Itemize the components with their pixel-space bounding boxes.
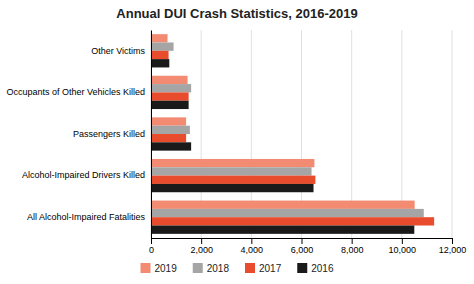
x-tick: 8,000 [341, 238, 364, 255]
y-tick-label: Alcohol-Impaired Drivers Killed [22, 170, 145, 180]
x-tick-label: 10,000 [389, 245, 417, 255]
y-axis: All Alcohol-Impaired Fatalities Alcohol-I… [6, 31, 151, 239]
bar [151, 126, 190, 134]
x-tick-mark [201, 238, 202, 244]
y-tick: Other Victims [91, 46, 151, 56]
legend-item: 2019 [141, 263, 178, 274]
bar [151, 51, 169, 59]
bars [151, 34, 434, 234]
legend-label: 2018 [207, 263, 230, 274]
x-tick: 12,000 [439, 238, 467, 255]
bar [151, 209, 424, 217]
x-tick: 6,000 [291, 238, 314, 255]
bar-series [151, 51, 434, 226]
bar [151, 226, 414, 234]
bar [151, 92, 189, 100]
x-tick: 4,000 [241, 238, 264, 255]
grid-line [452, 30, 453, 238]
x-tick-label: 4,000 [241, 245, 264, 255]
y-tick-label: Occupants of Other Vehicles Killed [6, 87, 145, 97]
bar [151, 101, 189, 109]
bar [151, 167, 312, 175]
bar-series [151, 59, 414, 234]
y-tick: Passengers Killed [73, 129, 151, 139]
legend-item: 2016 [297, 263, 334, 274]
bar [151, 84, 191, 92]
bar-series [151, 42, 424, 217]
x-tick-mark [402, 238, 403, 244]
grid-line [151, 30, 152, 238]
chart: Annual DUI Crash Statistics, 2016-201902… [0, 0, 474, 284]
bar [151, 134, 186, 142]
grid [151, 30, 452, 238]
y-axis-line [151, 31, 152, 239]
x-tick-mark [452, 238, 453, 244]
x-tick-label: 12,000 [439, 245, 467, 255]
bar-series [151, 34, 415, 209]
bar [151, 42, 174, 50]
bar [151, 76, 188, 84]
bar [151, 176, 315, 184]
legend-swatch [245, 263, 255, 273]
x-tick: 10,000 [389, 238, 417, 255]
y-tick-label: All Alcohol-Impaired Fatalities [27, 212, 146, 222]
x-tick-label: 6,000 [291, 245, 314, 255]
x-axis-line [152, 239, 453, 245]
bar [151, 142, 191, 150]
bar [151, 201, 415, 209]
x-tick: 0 [149, 238, 154, 255]
x-tick: 2,000 [190, 238, 213, 255]
bar [151, 34, 168, 42]
y-tick: All Alcohol-Impaired Fatalities [27, 212, 151, 222]
legend-label: 2016 [311, 263, 334, 274]
legend-label: 2017 [259, 263, 282, 274]
legend-swatch [141, 263, 151, 273]
x-tick-mark [251, 238, 252, 244]
bar [151, 59, 169, 67]
bar [151, 159, 314, 167]
y-tick-label: Passengers Killed [73, 129, 145, 139]
bar [151, 184, 314, 192]
y-tick-label: Other Victims [91, 46, 145, 56]
legend-swatch [193, 263, 203, 273]
legend-item: 2017 [245, 263, 282, 274]
x-tick-mark [151, 238, 152, 244]
x-tick-label: 2,000 [190, 245, 213, 255]
legend: 2019 2018 2017 2016 [141, 263, 334, 274]
y-tick: Alcohol-Impaired Drivers Killed [22, 170, 151, 180]
y-tick: Occupants of Other Vehicles Killed [6, 87, 151, 97]
legend-item: 2018 [193, 263, 230, 274]
bar [151, 217, 434, 225]
x-axis: 0 2,000 4,000 6,000 8,000 10,000 12,000 [149, 238, 466, 255]
x-tick-label: 8,000 [341, 245, 364, 255]
x-tick-mark [352, 238, 353, 244]
legend-swatch [297, 263, 307, 273]
bar [151, 117, 186, 125]
title: Annual DUI Crash Statistics, 2016-2019 [116, 6, 357, 21]
legend-label: 2019 [155, 263, 178, 274]
x-tick-label: 0 [149, 245, 154, 255]
x-tick-mark [302, 238, 303, 244]
